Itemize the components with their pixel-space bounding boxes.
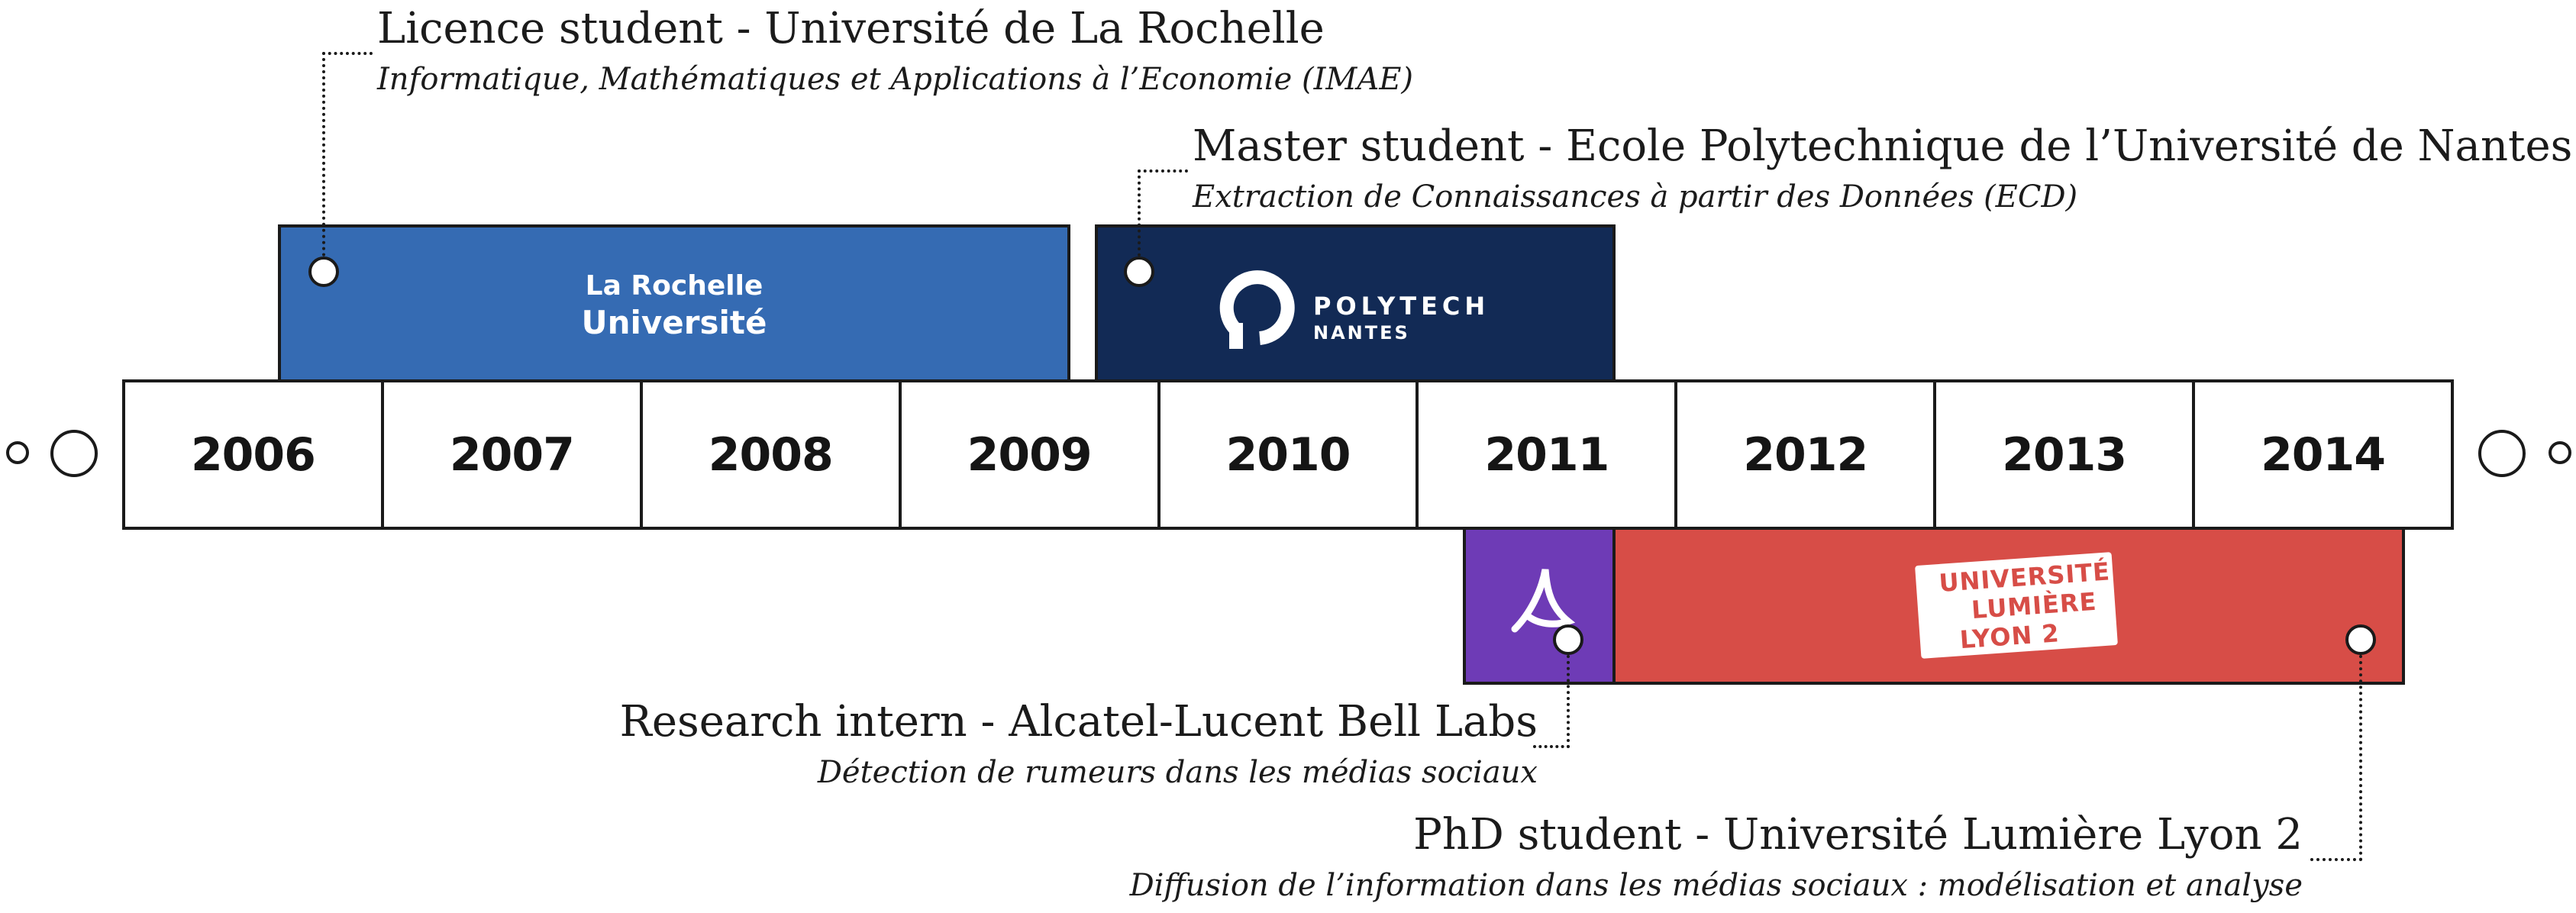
- intern-period-bar: [1463, 527, 1616, 685]
- intern-title: Research intern - Alcatel-Lucent Bell La…: [619, 697, 1538, 747]
- polytech-logo-line1: POLYTECH: [1313, 292, 1490, 321]
- intern-marker: [1553, 624, 1583, 655]
- polytech-logo-line2: NANTES: [1313, 322, 1410, 344]
- licence-subtitle: Informatique, Mathématiques et Applicati…: [377, 62, 1414, 97]
- timeline-end-large-circle: [2478, 430, 2526, 477]
- licence-title: Licence student - Université de La Roche…: [377, 4, 1325, 53]
- master-leader-vertical: [1138, 169, 1141, 256]
- licence-marker: [308, 256, 339, 287]
- year-row: 2006 2007 2008 2009 2010 2011 2012 2013 …: [122, 379, 2454, 530]
- master-period-bar: POLYTECH NANTES: [1095, 224, 1616, 382]
- master-subtitle: Extraction de Connaissances à partir des…: [1193, 179, 2078, 215]
- year-cell: 2007: [380, 382, 640, 527]
- licence-period-bar: La Rochelle Université: [278, 224, 1070, 382]
- la-rochelle-logo-line2: Université: [581, 304, 767, 341]
- licence-leader-vertical: [322, 52, 325, 256]
- timeline-start-large-circle: [50, 430, 98, 477]
- phd-leader-vertical: [2359, 655, 2362, 861]
- alcatel-lucent-logo-icon: [1511, 569, 1576, 633]
- la-rochelle-logo-line1: La Rochelle: [585, 270, 763, 302]
- year-cell: 2013: [1933, 382, 2192, 527]
- year-cell: 2012: [1674, 382, 1933, 527]
- intern-subtitle: Détection de rumeurs dans les médias soc…: [817, 755, 1538, 790]
- master-title: Master student - Ecole Polytechnique de …: [1193, 121, 2573, 171]
- polytech-logo-icon: [1219, 270, 1295, 349]
- phd-leader-horizontal: [2310, 858, 2362, 861]
- year-cell: 2011: [1416, 382, 1674, 527]
- lyon2-logo-badge: UNIVERSITÉ LUMIÈRE LYON 2: [1915, 552, 2118, 659]
- intern-leader-vertical: [1567, 655, 1570, 748]
- phd-period-bar: UNIVERSITÉ LUMIÈRE LYON 2: [1612, 527, 2405, 685]
- licence-leader-horizontal: [322, 52, 373, 55]
- master-marker: [1124, 256, 1154, 287]
- intern-leader-horizontal: [1533, 745, 1570, 748]
- year-cell: 2006: [190, 427, 316, 482]
- phd-title: PhD student - Université Lumière Lyon 2: [1413, 810, 2303, 860]
- year-cell: 2010: [1157, 382, 1416, 527]
- phd-marker: [2345, 624, 2376, 655]
- lyon2-logo-line3: LYON 2: [1958, 618, 2061, 655]
- phd-subtitle: Diffusion de l’information dans les médi…: [1129, 868, 2303, 903]
- timeline-end-small-circle: [2549, 441, 2571, 464]
- year-cell: 2008: [639, 382, 899, 527]
- year-cell: 2009: [898, 382, 1157, 527]
- timeline-start-small-circle: [6, 441, 29, 464]
- master-leader-horizontal: [1138, 169, 1188, 173]
- year-cell: 2014: [2192, 382, 2451, 527]
